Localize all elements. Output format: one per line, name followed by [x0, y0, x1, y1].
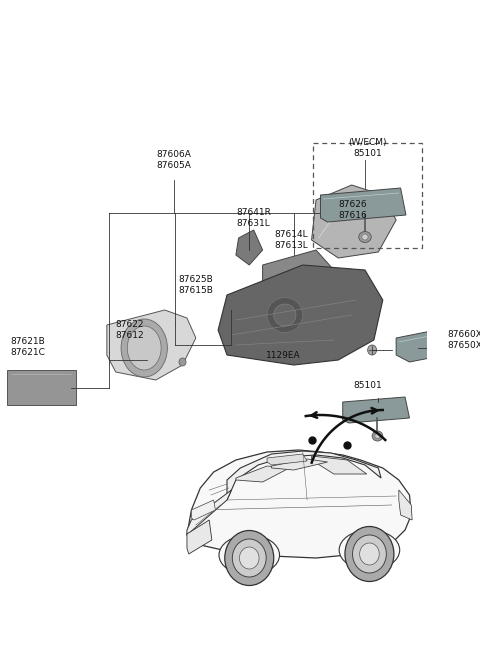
Ellipse shape [179, 358, 186, 366]
Ellipse shape [127, 326, 161, 370]
Text: 87606A
87605A: 87606A 87605A [156, 150, 191, 170]
Polygon shape [263, 250, 334, 325]
Polygon shape [396, 330, 445, 362]
Ellipse shape [345, 527, 394, 581]
Ellipse shape [267, 298, 303, 333]
Text: 87614L
87613L: 87614L 87613L [274, 230, 308, 250]
Ellipse shape [339, 530, 400, 570]
Polygon shape [187, 450, 411, 558]
Ellipse shape [372, 431, 383, 441]
Text: 87660X
87650X: 87660X 87650X [448, 331, 480, 350]
Text: 87641R
87631L: 87641R 87631L [236, 209, 271, 228]
Text: 85101: 85101 [353, 380, 382, 390]
Polygon shape [187, 520, 212, 554]
Text: (W/ECM)
85101: (W/ECM) 85101 [348, 138, 387, 157]
Polygon shape [187, 490, 231, 535]
Bar [313, 143, 422, 248]
Text: 87622
87612: 87622 87612 [116, 320, 144, 340]
Polygon shape [236, 466, 289, 482]
Ellipse shape [225, 531, 274, 586]
Ellipse shape [375, 434, 380, 438]
Polygon shape [312, 456, 367, 474]
Polygon shape [107, 310, 196, 380]
Ellipse shape [360, 543, 379, 565]
Ellipse shape [274, 304, 296, 326]
Ellipse shape [232, 539, 266, 577]
Ellipse shape [240, 547, 259, 569]
Polygon shape [343, 397, 409, 423]
Polygon shape [7, 370, 76, 405]
Polygon shape [236, 230, 263, 265]
Ellipse shape [362, 234, 368, 240]
Polygon shape [312, 185, 396, 258]
Text: 87621B
87621C: 87621B 87621C [11, 337, 46, 357]
Polygon shape [227, 451, 381, 500]
Polygon shape [399, 490, 412, 520]
Polygon shape [192, 500, 216, 520]
Ellipse shape [121, 319, 168, 377]
Polygon shape [265, 268, 321, 315]
Text: 87626
87616: 87626 87616 [338, 200, 367, 220]
Polygon shape [267, 454, 307, 465]
Text: 87625B
87615B: 87625B 87615B [178, 276, 213, 295]
Polygon shape [218, 265, 383, 365]
Polygon shape [321, 188, 406, 222]
Ellipse shape [219, 535, 279, 575]
Text: 1129EA: 1129EA [266, 350, 301, 359]
Ellipse shape [368, 345, 376, 355]
Ellipse shape [359, 232, 371, 243]
Polygon shape [272, 459, 327, 470]
Ellipse shape [352, 535, 386, 573]
